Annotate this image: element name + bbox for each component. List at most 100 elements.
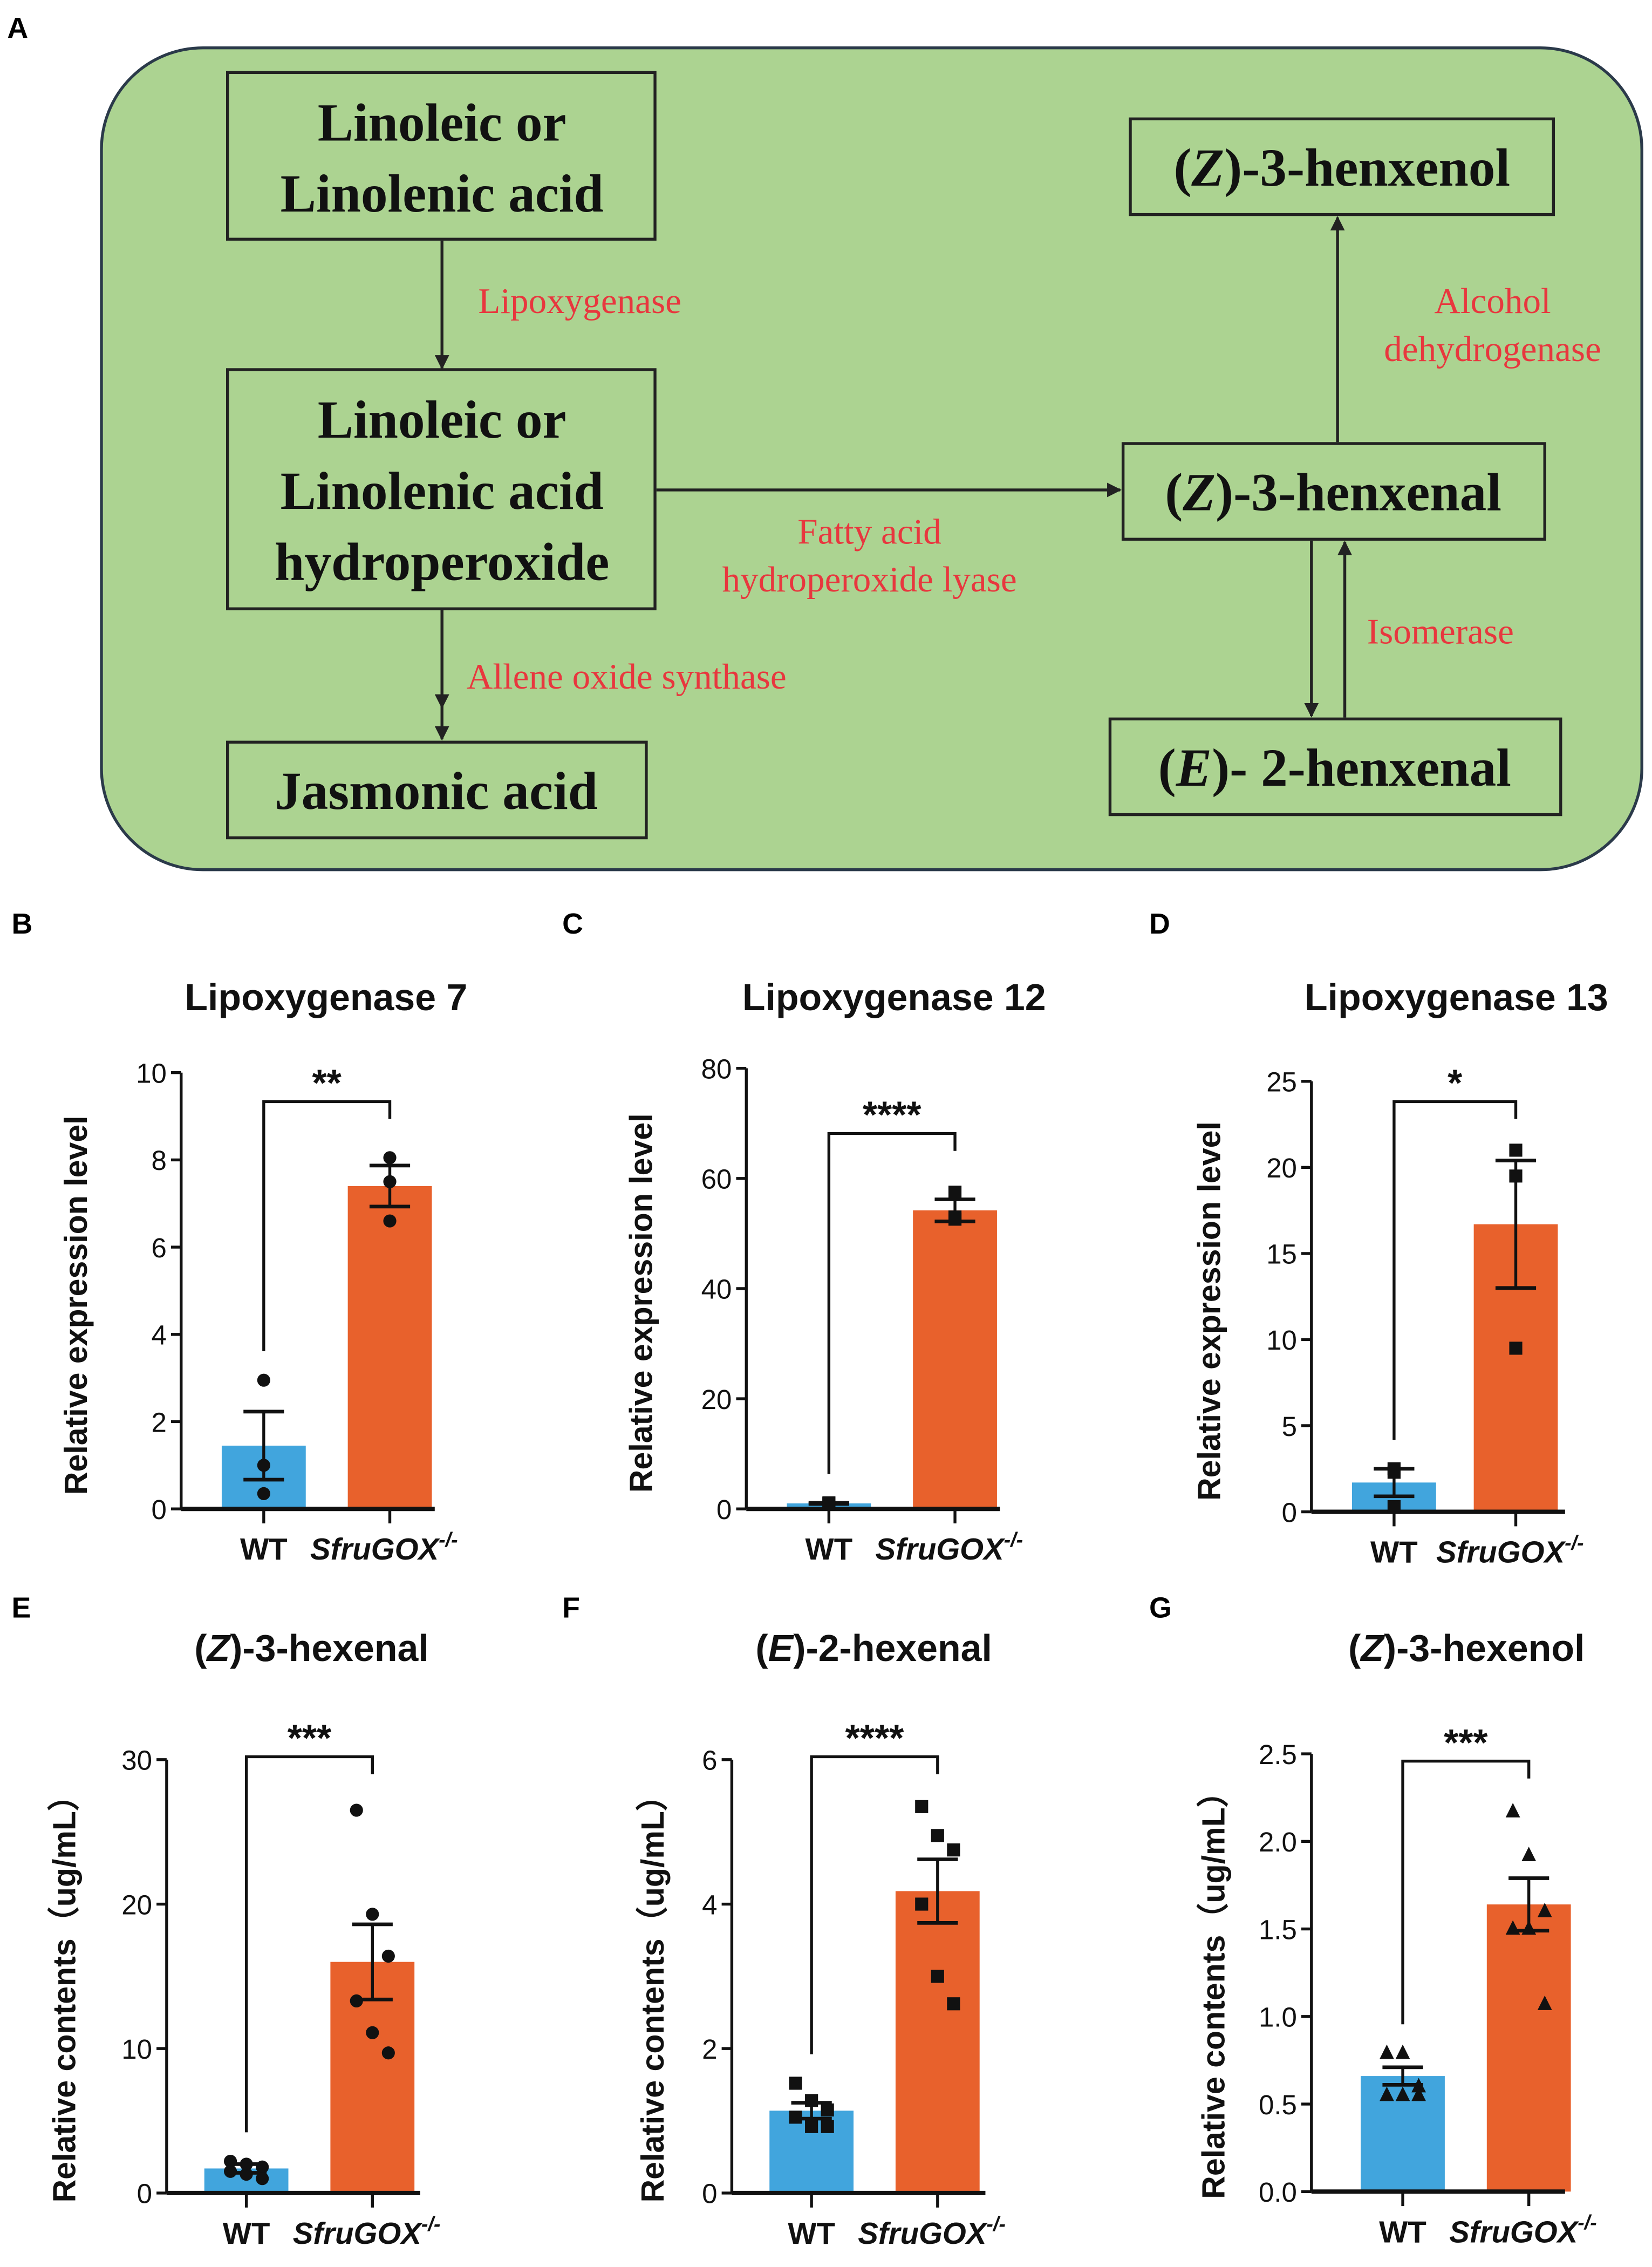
y-tick-label: 0 <box>1282 1497 1297 1528</box>
panel-letter-a: A <box>7 12 28 44</box>
title-part: ( <box>755 1627 768 1669</box>
chart-title: Lipoxygenase 12 <box>742 976 1046 1018</box>
data-point <box>257 1373 270 1387</box>
y-tick-label: 1.5 <box>1259 1914 1297 1945</box>
box-e2-henxenal-text: (E)- 2-henxenal <box>1158 738 1511 798</box>
x-tick-label-wt: WT <box>240 1532 288 1566</box>
data-point <box>257 1459 270 1472</box>
y-tick-label: 80 <box>701 1053 732 1084</box>
data-point <box>366 1908 379 1921</box>
chart-title: (E)-2-hexenal <box>755 1627 992 1669</box>
box-z3-henxenol: (Z)-3-henxenol <box>1129 117 1555 216</box>
genotype-name: SfruGOX <box>1449 2215 1580 2249</box>
genotype-name: SfruGOX <box>876 1532 1006 1566</box>
bar-mutant <box>1486 1904 1571 2192</box>
enzyme-hpl-line1: Fatty acid <box>797 511 941 552</box>
y-tick-label: 0 <box>137 2179 152 2209</box>
y-tick-label: 6 <box>702 1745 717 1776</box>
chart-c: C Lipoxygenase 12 0 20 40 60 80 Relative expres… <box>562 908 1046 1566</box>
y-tick-label: 1.0 <box>1259 2002 1297 2033</box>
x-tick-label-wt: WT <box>805 1532 853 1566</box>
significance-stars: ** <box>312 1062 342 1104</box>
chart-d: D Lipoxygenase 13 0 5 10 15 20 25 Relative expre… <box>1149 908 1608 1569</box>
bar-mutant <box>347 1186 432 1509</box>
significance-bracket <box>810 1755 939 2054</box>
chart-title: (Z)-3-hexenol <box>1348 1627 1585 1669</box>
y-tick-label: 2 <box>152 1407 167 1438</box>
y-tick-label: 0 <box>152 1494 167 1525</box>
data-point <box>821 2103 834 2117</box>
data-point <box>240 2168 253 2181</box>
enzyme-lipoxygenase: Lipoxygenase <box>478 281 681 321</box>
title-part-italic: Z <box>1360 1627 1385 1669</box>
y-axis-label: Relative expression level <box>1192 1121 1227 1501</box>
data-point <box>1395 2044 1410 2059</box>
box-substrate-line1: Linoleic or <box>318 93 566 153</box>
data-point <box>948 1186 962 1199</box>
title-part-italic: Z <box>206 1627 231 1669</box>
data-point <box>789 2077 802 2090</box>
box-z3-henxenal-text: (Z)-3-henxenal <box>1165 463 1501 522</box>
data-point <box>1505 1920 1520 1935</box>
chart-e: E (Z)-3-hexenal 0 10 20 30 Relative contents（u… <box>11 1592 440 2250</box>
pathway-diagram: Linoleic or Linolenic acid Linoleic or L… <box>100 46 1643 872</box>
panel-letter: D <box>1149 908 1170 940</box>
box-e2-henxenal: (E)- 2-henxenal <box>1108 717 1562 816</box>
data-point <box>915 1800 929 1813</box>
enzyme-adh-line1: Alcohol <box>1434 281 1551 321</box>
genotype-name: SfruGOX <box>858 2216 988 2250</box>
x-tick-label-mutant: SfruGOX-/- <box>1449 2211 1597 2249</box>
y-tick-label: 0 <box>716 1494 732 1525</box>
x-tick-label-wt: WT <box>1370 1535 1418 1569</box>
data-point <box>383 1175 397 1188</box>
data-point <box>1387 1466 1401 1479</box>
y-tick-label: 2.5 <box>1259 1739 1297 1770</box>
title-part-italic: E <box>768 1627 795 1669</box>
genotype-superscript: -/- <box>986 2212 1005 2235</box>
data-point <box>1509 1169 1523 1183</box>
y-tick-label: 5 <box>1282 1411 1297 1442</box>
title-part: )-2-hexenal <box>793 1627 992 1669</box>
y-tick-label: 8 <box>152 1145 167 1176</box>
data-point <box>383 1214 397 1228</box>
title-part: ( <box>1348 1627 1361 1669</box>
panel-letter: F <box>562 1592 580 1624</box>
y-tick-label: 4 <box>702 1889 717 1920</box>
chart-b: B Lipoxygenase 7 0 2 4 6 8 10 Relative expressio… <box>11 908 467 1566</box>
significance-bracket <box>244 1755 374 2133</box>
y-tick-label: 0.0 <box>1259 2177 1297 2208</box>
y-tick-label: 30 <box>121 1745 152 1776</box>
y-tick-label: 40 <box>701 1274 732 1305</box>
box-jasmonic-text: Jasmonic acid <box>275 761 598 821</box>
enzyme-isomerase: Isomerase <box>1367 611 1514 652</box>
data-point <box>366 2026 379 2039</box>
data-point <box>1387 1500 1401 1514</box>
genotype-superscript: -/- <box>439 1528 458 1551</box>
significance-bracket <box>262 1100 392 1351</box>
y-tick-label: 20 <box>121 1889 152 1920</box>
box-z3-henxenol-text: (Z)-3-henxenol <box>1173 138 1510 198</box>
data-point <box>223 2154 237 2168</box>
panel-letter: G <box>1149 1592 1172 1624</box>
data-point <box>383 1151 397 1165</box>
significance-bracket <box>827 1132 957 1474</box>
x-tick-label-wt: WT <box>223 2216 270 2250</box>
data-point <box>789 2111 802 2124</box>
data-point <box>1537 1902 1552 1917</box>
data-point <box>1521 1847 1537 1862</box>
enzyme-hpl-line2: hydroperoxide lyase <box>722 559 1017 600</box>
box-z3-henxenal: (Z)-3-henxenal <box>1121 442 1546 541</box>
y-tick-label: 6 <box>152 1233 167 1263</box>
data-point <box>257 1487 270 1500</box>
data-point <box>947 1843 960 1857</box>
y-tick-label: 2 <box>702 2034 717 2065</box>
data-point <box>947 1997 960 2011</box>
chart-f: F (E)-2-hexenal 0 2 4 6 Relative contents（ug/m… <box>562 1592 1006 2250</box>
y-tick-label: 0.5 <box>1259 2089 1297 2120</box>
data-point <box>1509 1342 1523 1355</box>
genotype-superscript: -/- <box>421 2212 440 2235</box>
box-jasmonic-acid: Jasmonic acid <box>226 740 648 840</box>
box-hydroperoxide-line2: Linolenic acid <box>281 461 604 521</box>
data-point <box>1411 2078 1426 2093</box>
significance-stars: *** <box>1444 1721 1488 1764</box>
